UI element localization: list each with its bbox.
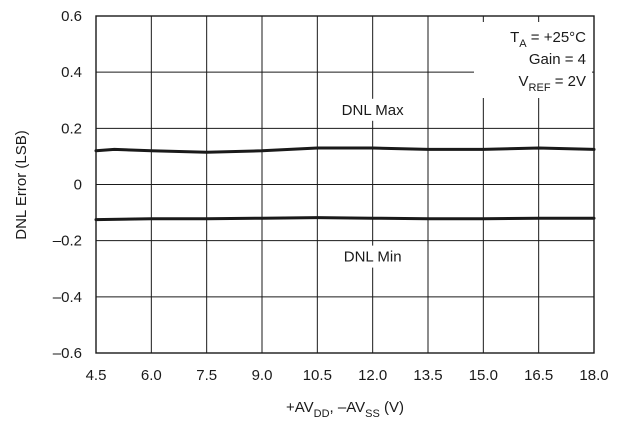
x-tick-label: 9.0: [252, 367, 273, 384]
y-tick-label: –0.2: [53, 233, 82, 250]
series-label-backdrop: [324, 245, 421, 268]
condition-ta: TA = +25°C: [510, 29, 586, 50]
conditions-box: TA = +25°C Gain = 4 VREF = 2V: [474, 22, 592, 98]
x-axis-title: +AVDD, –AVSS (V): [286, 399, 404, 420]
x-tick-label: 18.0: [579, 367, 608, 384]
series-label-dnl-max: DNL Max: [342, 102, 404, 119]
plot-frame: [95, 15, 595, 354]
x-tick-label: 16.5: [524, 367, 553, 384]
series-label-dnl-min: DNL Min: [344, 249, 402, 266]
y-tick-label: –0.4: [53, 289, 82, 306]
y-tick-label: –0.6: [53, 345, 82, 362]
condition-gain: Gain = 4: [529, 51, 586, 68]
x-tick-label: 7.5: [196, 367, 217, 384]
x-tick-label: 12.0: [358, 367, 387, 384]
x-tick-labels: 4.5 6.0 7.5 9.0 10.5 12.0 13.5 15.0 16.5 18.0: [86, 367, 609, 384]
y-tick-label: 0: [74, 177, 82, 194]
y-tick-labels: –0.6 –0.4 –0.2 0 0.2 0.4 0.6: [53, 8, 82, 362]
y-tick-label: 0.4: [61, 64, 82, 81]
series-lines: [94, 146, 596, 222]
y-axis-title: DNL Error (LSB): [13, 130, 30, 239]
series-label-backdrop: [324, 98, 421, 121]
series-labels: DNL Max DNL Min: [324, 98, 421, 268]
x-tick-label: 6.0: [141, 367, 162, 384]
x-tick-label: 15.0: [469, 367, 498, 384]
series-line-dnl-max: [94, 146, 596, 154]
x-tick-label: 10.5: [303, 367, 332, 384]
y-tick-label: 0.2: [61, 120, 82, 137]
x-tick-label: 4.5: [86, 367, 107, 384]
x-tick-label: 13.5: [413, 367, 442, 384]
series-line-dnl-min: [94, 216, 596, 222]
y-tick-label: 0.6: [61, 8, 82, 25]
condition-vref: VREF = 2V: [519, 73, 586, 94]
